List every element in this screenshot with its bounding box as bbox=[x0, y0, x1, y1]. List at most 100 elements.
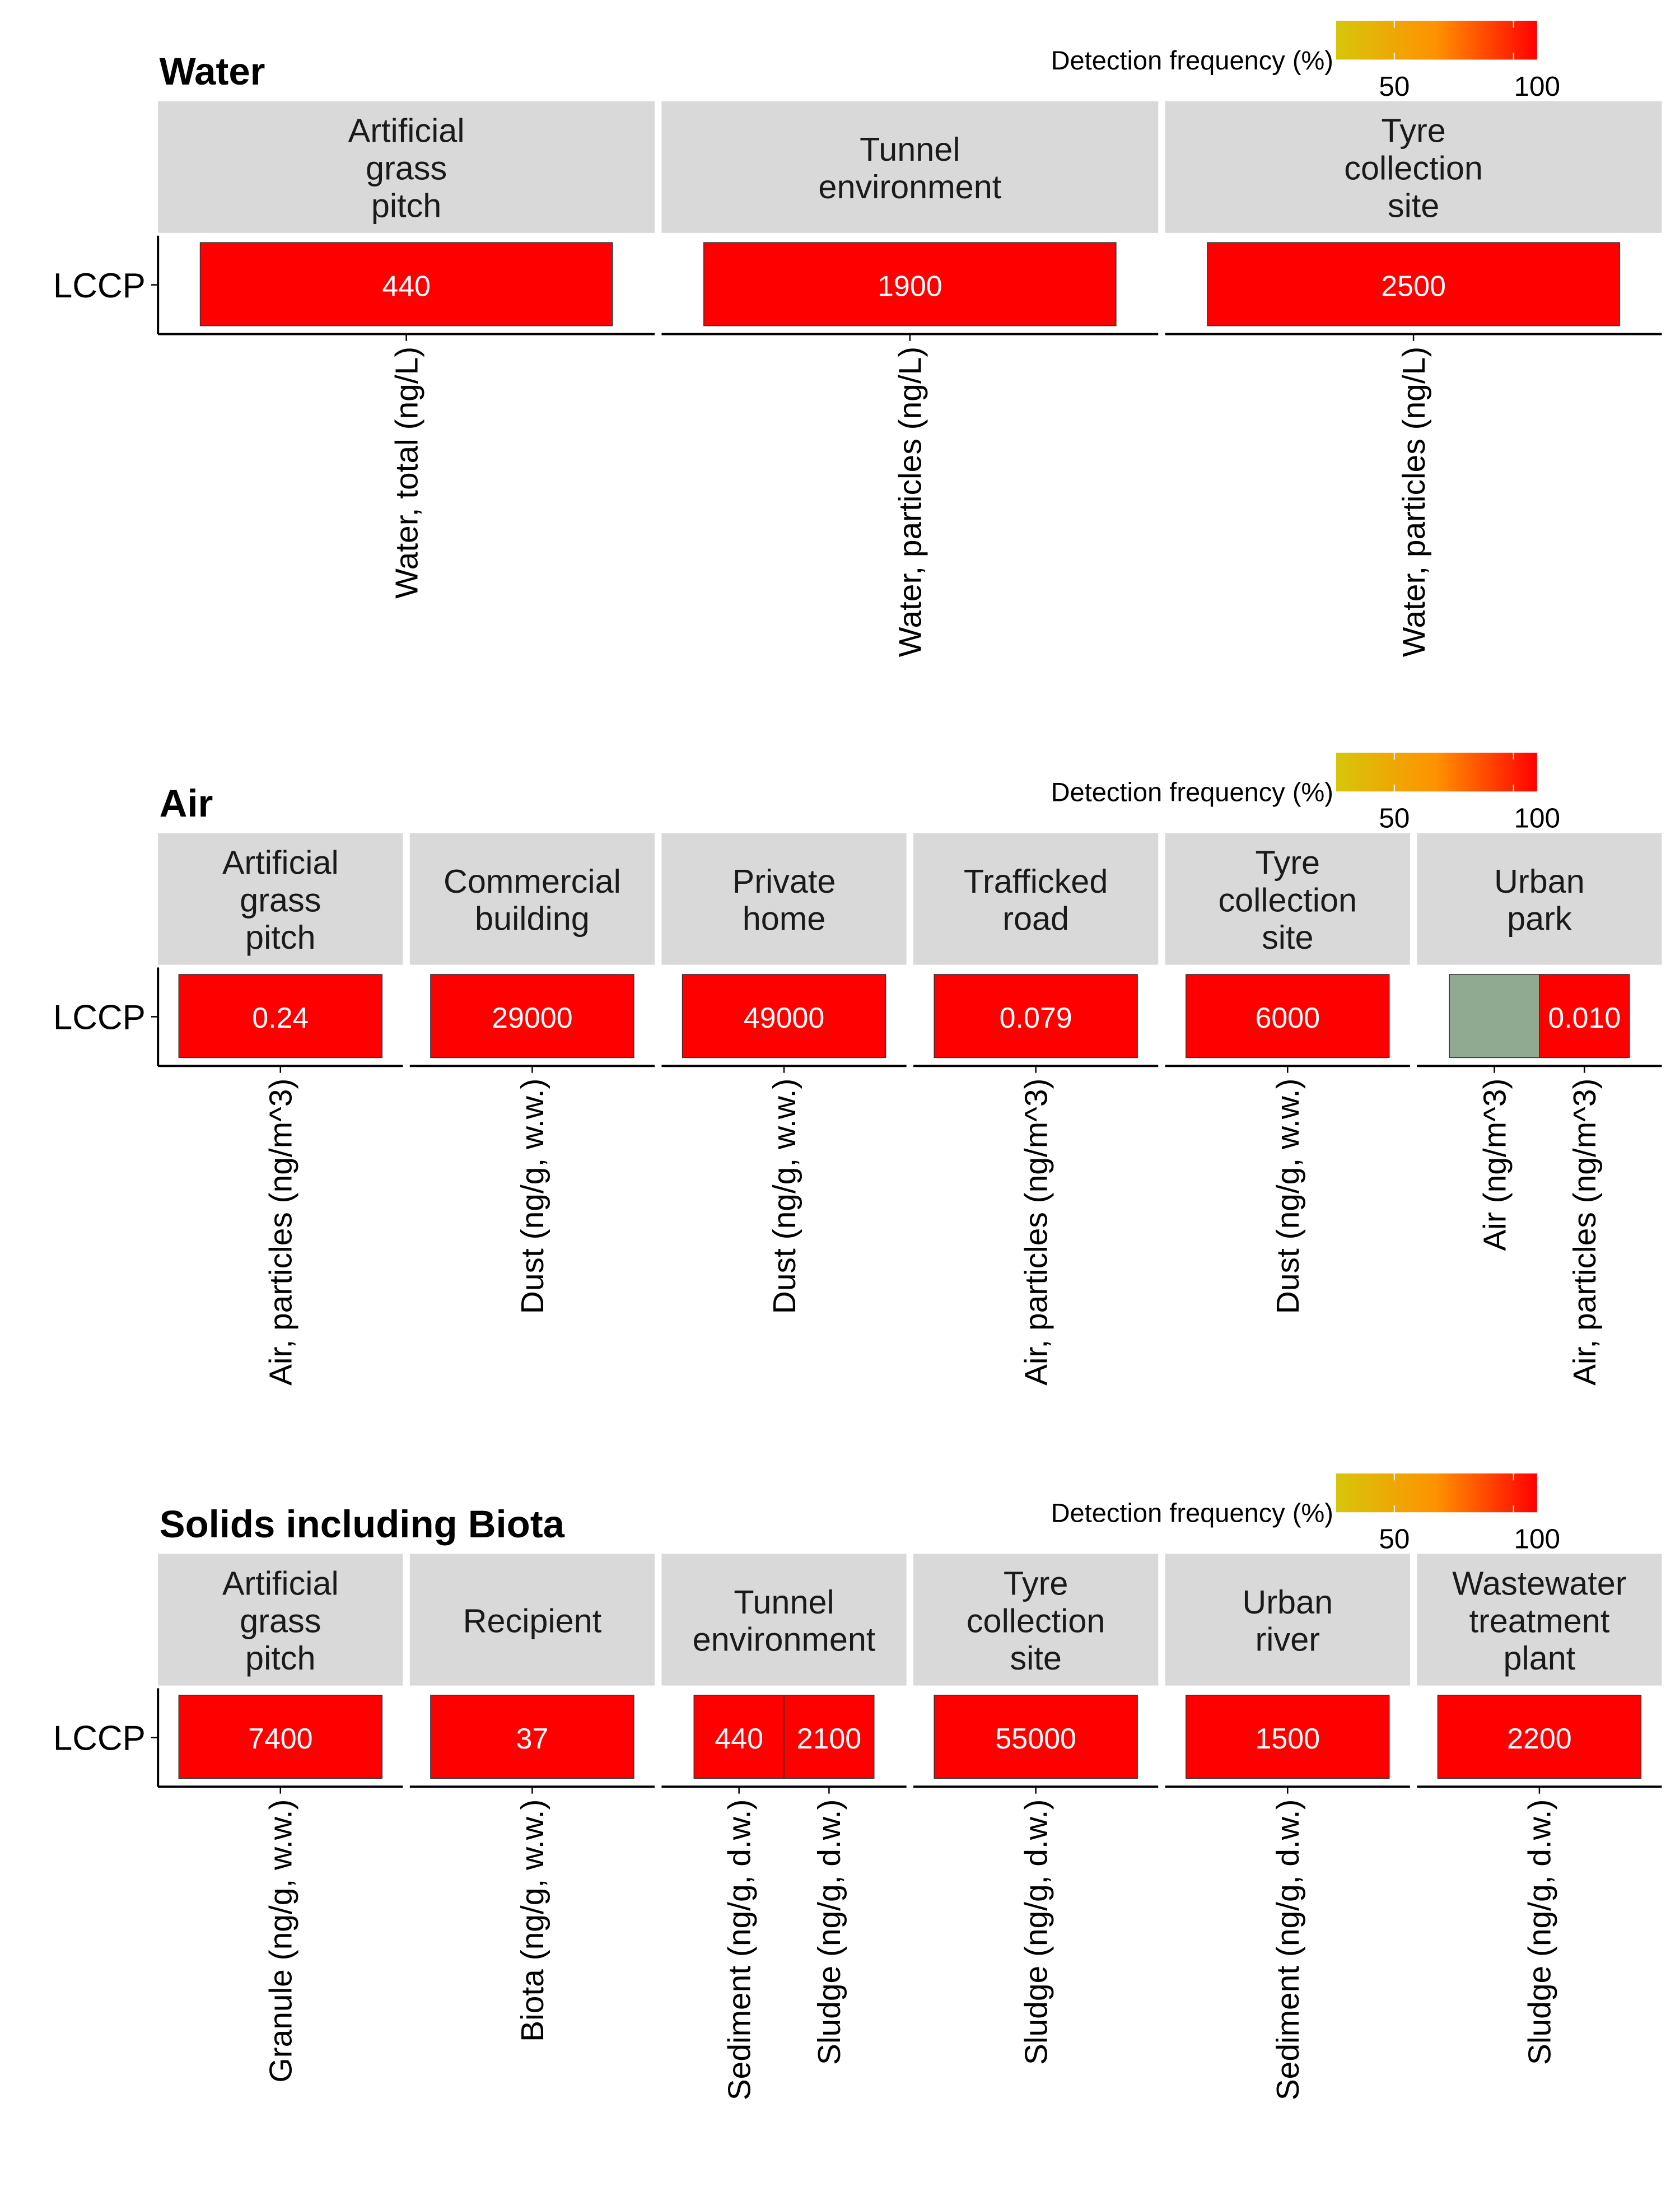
facet-strip bbox=[661, 101, 1159, 233]
x-tick-label: Dust (ng/g, w.w.) bbox=[1270, 1079, 1306, 1314]
facet-strip-label: Commercial building bbox=[444, 862, 621, 938]
cell-value-label: 6000 bbox=[1255, 1002, 1320, 1034]
cell-value-label: 440 bbox=[382, 270, 431, 302]
facet-strip-line: park bbox=[1507, 900, 1572, 938]
facet-strip bbox=[158, 1554, 403, 1686]
facet-strip bbox=[158, 833, 403, 965]
cell-value-label: 1500 bbox=[1255, 1723, 1320, 1755]
facet-panel: Tyre collection site 6000 Dust (ng/g, w.w.) bbox=[1165, 833, 1410, 1314]
facet-panel: Tyre collection site 2500 Water, particles (… bbox=[1165, 101, 1662, 658]
facet-strip-label: Tyre collection site bbox=[1218, 843, 1357, 956]
facet-strip-line: Urban bbox=[1494, 862, 1585, 900]
facet-strip-line: pitch bbox=[245, 918, 315, 956]
facet-strip-label: Private home bbox=[732, 862, 836, 938]
facet-strip-line: Tyre bbox=[1381, 112, 1446, 150]
facet-strip-line: treatment bbox=[1469, 1602, 1609, 1639]
facet-strip-line: Trafficked bbox=[964, 862, 1108, 900]
x-tick-label: Air, particles (ng/m^3) bbox=[1567, 1079, 1603, 1386]
facet-strip-line: Recipient bbox=[463, 1602, 602, 1639]
facet-strip-line: building bbox=[475, 900, 590, 938]
cell-value-label: 29000 bbox=[492, 1002, 573, 1034]
facet-strip-line: plant bbox=[1504, 1639, 1576, 1677]
chart-section: Water Detection frequency (%) 50 100 LCCP Art… bbox=[53, 21, 1662, 657]
heatmap-cell bbox=[430, 974, 634, 1058]
facet-strip-label: Trafficked road bbox=[964, 862, 1108, 938]
chart-title: Solids including Biota bbox=[160, 1503, 565, 1546]
facet-strip-label: Wastewater treatment plant bbox=[1452, 1564, 1626, 1677]
facet-strip bbox=[1165, 1554, 1410, 1686]
cell-value-label: 55000 bbox=[995, 1723, 1076, 1755]
x-tick-label: Water, total (ng/L) bbox=[389, 347, 424, 599]
facet-strip bbox=[409, 1554, 655, 1686]
facet-strip-line: Commercial bbox=[444, 862, 621, 900]
facet-panel: Recipient 37 Biota (ng/g, w.w.) bbox=[409, 1554, 655, 2042]
legend-colorbar bbox=[1336, 1473, 1537, 1513]
facet-strip-label: Artificial grass pitch bbox=[348, 112, 465, 225]
facet-strip-line: Tunnel bbox=[860, 130, 960, 168]
facet-strip bbox=[661, 1554, 907, 1686]
heatmap-cell bbox=[1437, 1695, 1642, 1779]
facet-strip-line: Urban bbox=[1242, 1583, 1333, 1621]
legend-title: Detection frequency (%) bbox=[1051, 1498, 1333, 1528]
facet-strip-line: site bbox=[1010, 1639, 1061, 1677]
facet-strip-line: Wastewater bbox=[1452, 1564, 1626, 1602]
facet-panel: Trafficked road 0.079 Air, particles (ng/m^… bbox=[913, 833, 1159, 1386]
y-tick-label: LCCP bbox=[53, 267, 146, 305]
heatmap-cell bbox=[1449, 974, 1540, 1058]
chart-section: Air Detection frequency (%) 50 100 LCCP Artif… bbox=[53, 752, 1662, 1386]
heatmap-cell bbox=[199, 242, 613, 327]
x-tick-label: Sludge (ng/g, d.w.) bbox=[811, 1799, 847, 2065]
facet-panel: Artificial grass pitch 440 Water, total (ng/… bbox=[158, 101, 655, 599]
facet-strip-label: Urban park bbox=[1494, 862, 1585, 938]
facet-strip bbox=[158, 101, 655, 233]
facet-strip-line: Tyre bbox=[1256, 843, 1320, 881]
facet-strip-line: site bbox=[1388, 186, 1439, 224]
facet-strip-line: grass bbox=[240, 1602, 321, 1639]
legend-tick-label: 50 bbox=[1379, 803, 1410, 834]
x-tick-label: Water, particles (ng/L) bbox=[893, 347, 928, 658]
facet-strip bbox=[409, 833, 655, 965]
facet-strip-line: site bbox=[1262, 918, 1313, 956]
facet-strip-line: Artificial bbox=[222, 843, 339, 881]
facet-strip-line: collection bbox=[1218, 881, 1357, 918]
cell-value-label: 37 bbox=[516, 1723, 548, 1755]
facet-strip-line: Private bbox=[732, 862, 836, 900]
cell-value-label: 440 bbox=[715, 1723, 763, 1755]
x-tick-label: Air (ng/m^3) bbox=[1477, 1079, 1513, 1251]
facet-strip-line: river bbox=[1256, 1621, 1320, 1658]
facet-panel: Tunnel environment 1900 Water, particles (n… bbox=[661, 101, 1159, 658]
facet-panel: Tyre collection site 55000 Sludge (ng/g, d.w… bbox=[913, 1554, 1159, 2065]
cell-value-label: 49000 bbox=[744, 1002, 825, 1034]
y-tick-label: LCCP bbox=[53, 1719, 146, 1758]
facet-strip-line: collection bbox=[1344, 150, 1483, 187]
x-tick-label: Water, particles (ng/L) bbox=[1396, 347, 1432, 658]
heatmap-cell bbox=[1186, 1695, 1390, 1779]
facet-strip-label: Artificial grass pitch bbox=[222, 1564, 339, 1677]
facet-strip-line: home bbox=[743, 900, 826, 938]
legend-tick-label: 50 bbox=[1379, 71, 1410, 102]
facet-strip-line: road bbox=[1002, 900, 1069, 938]
facet-strip bbox=[913, 1554, 1159, 1686]
facet-strip-label: Urban river bbox=[1242, 1583, 1333, 1658]
x-tick-label: Sediment (ng/g, d.w.) bbox=[1270, 1799, 1306, 2101]
facet-panel: Artificial grass pitch 7400 Granule (ng/g, w… bbox=[158, 1554, 403, 2083]
facet-strip-label: Tunnel environment bbox=[818, 130, 1001, 206]
facet-strip bbox=[913, 833, 1159, 965]
facet-strip-label: Recipient bbox=[463, 1602, 602, 1639]
heatmap-cell bbox=[1186, 974, 1390, 1058]
cell-value-label: 0.24 bbox=[252, 1002, 309, 1034]
legend-colorbar bbox=[1336, 21, 1537, 60]
cell-value-label: 1900 bbox=[878, 270, 942, 302]
facet-strip-line: environment bbox=[693, 1621, 876, 1658]
cell-value-label: 2200 bbox=[1507, 1723, 1572, 1755]
facet-strip bbox=[1417, 833, 1662, 965]
legend-tick-label: 100 bbox=[1514, 1524, 1560, 1555]
facet-strip-line: pitch bbox=[245, 1639, 315, 1677]
heatmap-cell bbox=[682, 974, 886, 1058]
x-tick-label: Sludge (ng/g, d.w.) bbox=[1018, 1799, 1054, 2065]
facet-strip bbox=[661, 833, 907, 965]
facet-strip-line: Tunnel bbox=[734, 1583, 834, 1621]
facet-strip-line: Artificial bbox=[348, 112, 465, 150]
x-tick-label: Dust (ng/g, w.w.) bbox=[515, 1079, 550, 1314]
